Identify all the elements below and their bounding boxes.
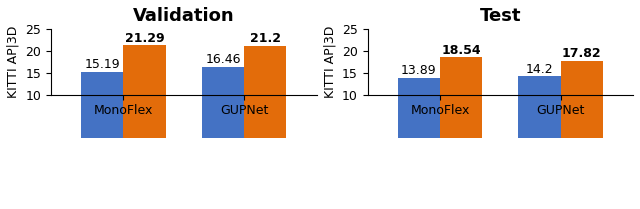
Bar	[398, 78, 440, 138]
Bar	[202, 66, 244, 138]
Bar	[561, 61, 603, 138]
Y-axis label: KITTI AP|3D: KITTI AP|3D	[7, 26, 20, 98]
Text: 14.2: 14.2	[525, 63, 554, 76]
Text: 21.29: 21.29	[125, 32, 164, 45]
Bar	[518, 76, 561, 138]
Text: 18.54: 18.54	[442, 44, 481, 57]
Title: Validation: Validation	[133, 7, 235, 25]
Title: Test: Test	[479, 7, 521, 25]
Bar	[244, 46, 286, 138]
Text: 15.19: 15.19	[84, 59, 120, 71]
Text: 16.46: 16.46	[205, 53, 241, 66]
Bar	[124, 46, 166, 138]
Bar	[81, 72, 124, 138]
Text: 21.2: 21.2	[250, 32, 281, 45]
Y-axis label: KITTI AP|3D: KITTI AP|3D	[323, 26, 337, 98]
Bar	[440, 57, 483, 138]
Text: 17.82: 17.82	[562, 47, 602, 60]
Text: 13.89: 13.89	[401, 64, 436, 77]
